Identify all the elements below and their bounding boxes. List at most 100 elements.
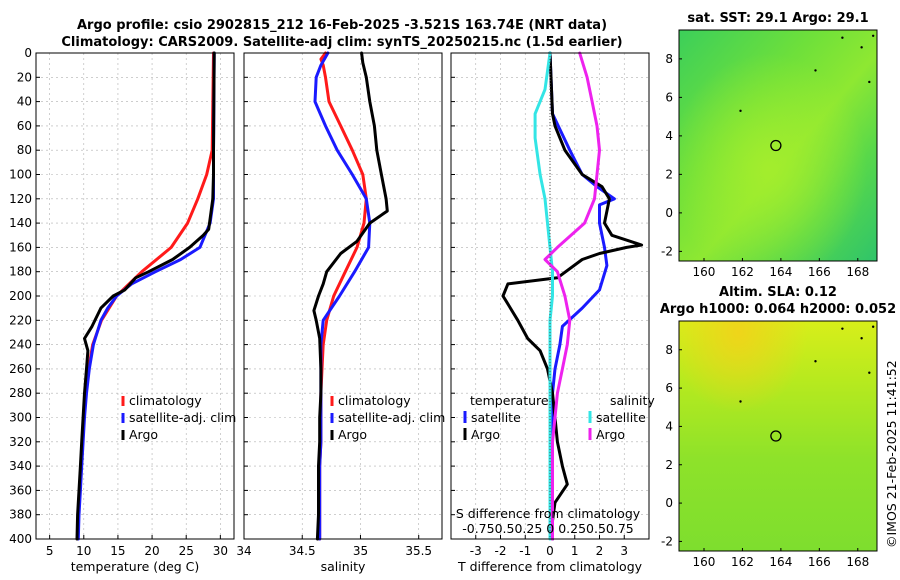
y-tick-label: 0 — [24, 46, 32, 60]
legend-satellite-label: satellite-adj. clim — [338, 410, 445, 425]
x-tick-label: 168 — [846, 555, 869, 569]
temperature-panel: 0 20 40 60 80 100 120 140 160 180 200 220 240 260 280 3… — [9, 46, 235, 574]
x-tick-label: 35 — [353, 544, 368, 558]
legend-s-argo-label: Argo — [596, 427, 625, 442]
legend-argo-label: Argo — [129, 427, 158, 442]
island-dot — [868, 80, 871, 84]
y-tick-label: 2 — [665, 167, 673, 181]
island-dot — [841, 36, 844, 39]
island-dot — [814, 69, 817, 72]
legend-argo-label: Argo — [338, 427, 367, 442]
sst-warm-patch — [679, 30, 877, 261]
y-tick-label: 8 — [665, 343, 673, 357]
series-line-s-argo — [543, 51, 601, 541]
y-tick-label: 40 — [17, 95, 32, 109]
y-tick-label: 20 — [17, 70, 32, 84]
legend-climatology-label: climatology — [338, 393, 411, 408]
y-tick-label: 320 — [9, 435, 32, 449]
y-tick-label: -2 — [661, 534, 673, 548]
footer-credit: ©IMOS 21-Feb-2025 11:41:52 — [884, 360, 899, 548]
island-dot — [868, 371, 871, 374]
series-line-argo — [312, 51, 389, 541]
s-axis-ticks: -0.750.50.25 0 0.250.50.75 — [462, 521, 634, 536]
island-dot — [871, 325, 875, 328]
y-tick-label: 380 — [9, 508, 32, 522]
y-tick-label: 360 — [9, 483, 32, 497]
legend-satellite-label: satellite-adj. clim — [129, 410, 236, 425]
y-tick-label: 160 — [9, 240, 32, 254]
y-tick-label: 2 — [665, 458, 673, 472]
x-tick-label: 166 — [808, 265, 831, 279]
map-frame — [678, 320, 878, 552]
x-tick-label: 160 — [693, 265, 716, 279]
x-tick-label: 3 — [620, 544, 628, 558]
temperature-legend: climatology satellite-adj. clim Argo — [121, 393, 236, 442]
legend-t-argo-label: Argo — [471, 427, 500, 442]
y-tick-label: 280 — [9, 386, 32, 400]
y-tick-label: 4 — [665, 129, 673, 143]
x-tick-label: -1 — [519, 544, 531, 558]
island-dot — [739, 400, 742, 403]
x-tick-label: 1 — [571, 544, 579, 558]
argo-position-marker — [770, 139, 782, 152]
x-axis-label: temperature (deg C) — [71, 559, 200, 574]
sla-map-title: Altim. SLA: 0.12 — [719, 285, 837, 300]
difference-panel: -3 -2 -1 0 1 2 3T difference from climatology — [450, 51, 650, 574]
island-dot — [871, 34, 875, 37]
argo-position-marker — [770, 430, 782, 442]
sla-map-subtitle: Argo h1000: 0.064 h2000: 0.052 — [660, 302, 896, 317]
y-tick-label: 80 — [17, 143, 32, 157]
series-line-argo — [75, 51, 216, 541]
salinity-panel: 34 34.5 35 35.5 salinity — [236, 51, 443, 574]
y-tick-label: 140 — [9, 216, 32, 230]
figure-title-line-2: Climatology: CARS2009. Satellite-adj cli… — [61, 35, 622, 50]
difference-legend: temperature salinity satellite Argo sate… — [456, 393, 656, 536]
y-tick-label: 260 — [9, 362, 32, 376]
legend-temperature-heading: temperature — [470, 393, 549, 408]
y-tick-label: 100 — [9, 168, 32, 182]
x-tick-label: 10 — [76, 544, 91, 558]
x-tick-label: -3 — [470, 544, 482, 558]
y-tick-label: 400 — [9, 532, 32, 546]
x-tick-label: 30 — [213, 544, 228, 558]
x-tick-label: 166 — [808, 555, 831, 569]
x-tick-label: 0 — [546, 544, 554, 558]
sst-map-title: sat. SST: 29.1 Argo: 29.1 — [687, 11, 868, 26]
y-tick-label: 240 — [9, 338, 32, 352]
x-tick-label: 35.5 — [405, 544, 432, 558]
x-tick-label: 20 — [144, 544, 159, 558]
y-tick-label: 120 — [9, 192, 32, 206]
x-tick-label: 164 — [769, 265, 792, 279]
y-tick-label: 8 — [665, 52, 673, 66]
figure-title-line-1: Argo profile: csio 2902815_212 16-Feb-20… — [77, 18, 607, 33]
plot-frame — [35, 52, 235, 540]
island-dot — [860, 337, 863, 340]
x-tick-label: 162 — [731, 265, 754, 279]
y-tick-label: 180 — [9, 265, 32, 279]
legend-t-satellite-label: satellite — [471, 410, 521, 425]
plot-frame — [243, 52, 443, 540]
y-tick-label: 300 — [9, 411, 32, 425]
x-tick-label: 160 — [693, 555, 716, 569]
island-dot — [814, 360, 817, 363]
y-tick-label: 220 — [9, 313, 32, 327]
y-tick-label: 6 — [665, 381, 673, 395]
y-tick-label: 0 — [665, 496, 673, 510]
y-tick-label: 0 — [665, 206, 673, 220]
series-line-satellite-adj-clim — [313, 51, 372, 541]
y-tick-label: 4 — [665, 419, 673, 433]
legend-salinity-heading: salinity — [610, 393, 655, 408]
sla-high-patch — [679, 321, 877, 551]
x-tick-label: 34.5 — [289, 544, 316, 558]
x-tick-label: 2 — [596, 544, 604, 558]
x-tick-label: 162 — [731, 555, 754, 569]
map-frame — [678, 29, 878, 262]
y-tick-label: 60 — [17, 119, 32, 133]
legend-climatology-label: climatology — [129, 393, 202, 408]
x-tick-label: 5 — [46, 544, 54, 558]
y-tick-label: 340 — [9, 459, 32, 473]
